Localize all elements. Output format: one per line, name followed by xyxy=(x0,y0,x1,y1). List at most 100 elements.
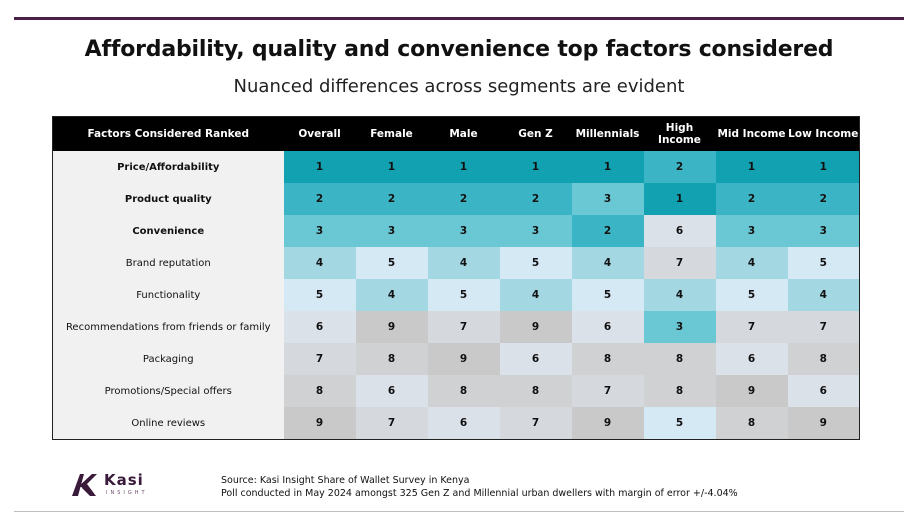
factor-label: Online reviews xyxy=(52,407,284,440)
rank-cell: 6 xyxy=(787,375,860,407)
page-title: Affordability, quality and convenience t… xyxy=(84,37,834,62)
factor-label: Product quality xyxy=(52,183,284,215)
rank-cell: 3 xyxy=(499,215,572,247)
rank-cell: 9 xyxy=(427,343,500,375)
rank-cell: 8 xyxy=(643,375,716,407)
table-header-row: Factors Considered Ranked Overall Female Ma… xyxy=(52,116,860,151)
rank-cell: 3 xyxy=(283,215,356,247)
factor-label: Functionality xyxy=(52,279,284,311)
rank-cell: 2 xyxy=(643,151,716,183)
rank-cell: 8 xyxy=(787,343,860,375)
table-row: Price/Affordability 1 1 1 1 1 2 1 1 xyxy=(52,151,860,183)
source-line-1: Source: Kasi Insight Share of Wallet Sur… xyxy=(221,475,470,486)
logo-name: Kasi xyxy=(104,471,144,489)
rank-cell: 5 xyxy=(283,279,356,311)
rank-cell: 6 xyxy=(355,375,428,407)
rank-cell: 6 xyxy=(643,215,716,247)
rank-cell: 3 xyxy=(787,215,860,247)
table-row: Functionality 5 4 5 4 5 4 5 4 xyxy=(52,279,860,311)
rank-cell: 4 xyxy=(427,247,500,279)
factor-label: Brand reputation xyxy=(52,247,284,279)
factor-label: Recommendations from friends or family xyxy=(52,311,284,343)
factor-label: Packaging xyxy=(52,343,284,375)
table-row: Product quality 2 2 2 2 3 1 2 2 xyxy=(52,183,860,215)
rank-cell: 5 xyxy=(715,279,788,311)
rank-cell: 4 xyxy=(571,247,644,279)
rank-cell: 6 xyxy=(715,343,788,375)
header-segment: Male xyxy=(427,116,500,151)
rank-cell: 7 xyxy=(283,343,356,375)
header-segment: Mid Income xyxy=(715,116,788,151)
rank-cell: 4 xyxy=(643,279,716,311)
rank-cell: 8 xyxy=(283,375,356,407)
source-note: Source: Kasi Insight Share of Wallet Sur… xyxy=(221,474,738,500)
rank-cell: 2 xyxy=(427,183,500,215)
bottom-divider xyxy=(14,511,904,512)
rank-cell: 6 xyxy=(499,343,572,375)
rank-cell: 9 xyxy=(355,311,428,343)
rank-cell: 2 xyxy=(787,183,860,215)
rank-cell: 1 xyxy=(499,151,572,183)
rank-cell: 7 xyxy=(715,311,788,343)
rank-cell: 8 xyxy=(643,343,716,375)
rank-cell: 8 xyxy=(355,343,428,375)
rank-cell: 4 xyxy=(787,279,860,311)
rank-cell: 3 xyxy=(427,215,500,247)
table-row: Promotions/Special offers 8 6 8 8 7 8 9 6 xyxy=(52,375,860,407)
rank-cell: 7 xyxy=(643,247,716,279)
header-segment: Gen Z xyxy=(499,116,572,151)
factor-label: Price/Affordability xyxy=(52,151,284,183)
table-row: Online reviews 9 7 6 7 9 5 8 9 xyxy=(52,407,860,440)
rank-cell: 5 xyxy=(643,407,716,440)
rank-cell: 8 xyxy=(427,375,500,407)
rank-cell: 4 xyxy=(499,279,572,311)
rank-cell: 4 xyxy=(355,279,428,311)
rank-cell: 9 xyxy=(571,407,644,440)
rank-cell: 5 xyxy=(499,247,572,279)
rank-cell: 2 xyxy=(499,183,572,215)
logo-tagline: INSIGHT xyxy=(106,490,148,496)
rank-cell: 4 xyxy=(283,247,356,279)
rank-cell: 3 xyxy=(715,215,788,247)
header-segment: Overall xyxy=(283,116,356,151)
rank-cell: 2 xyxy=(355,183,428,215)
rank-cell: 8 xyxy=(571,343,644,375)
header-segment: Millennials xyxy=(571,116,644,151)
header-segment: High Income xyxy=(643,116,716,151)
rank-cell: 1 xyxy=(787,151,860,183)
table-row: Packaging 7 8 9 6 8 8 6 8 xyxy=(52,343,860,375)
rank-cell: 3 xyxy=(355,215,428,247)
header-segment: Low Income xyxy=(787,116,860,151)
rank-cell: 8 xyxy=(715,407,788,440)
header-factor: Factors Considered Ranked xyxy=(52,116,284,151)
source-line-2: Poll conducted in May 2024 amongst 325 G… xyxy=(221,488,738,499)
rank-cell: 1 xyxy=(283,151,356,183)
rank-cell: 5 xyxy=(787,247,860,279)
factor-label: Promotions/Special offers xyxy=(52,375,284,407)
kasi-logo-icon xyxy=(72,474,97,496)
rank-cell: 9 xyxy=(499,311,572,343)
header-segment: Female xyxy=(355,116,428,151)
rank-cell: 6 xyxy=(427,407,500,440)
rank-cell: 7 xyxy=(571,375,644,407)
rank-cell: 6 xyxy=(571,311,644,343)
rank-cell: 1 xyxy=(427,151,500,183)
rank-cell: 9 xyxy=(715,375,788,407)
rank-cell: 7 xyxy=(499,407,572,440)
rank-cell: 9 xyxy=(787,407,860,440)
table-row: Recommendations from friends or family 6 9… xyxy=(52,311,860,343)
top-divider xyxy=(14,17,904,20)
rank-cell: 7 xyxy=(427,311,500,343)
rank-cell: 5 xyxy=(571,279,644,311)
rank-cell: 2 xyxy=(571,215,644,247)
rank-cell: 1 xyxy=(355,151,428,183)
rank-cell: 1 xyxy=(643,183,716,215)
rank-cell: 1 xyxy=(571,151,644,183)
page-subtitle: Nuanced differences across segments are … xyxy=(233,76,685,97)
rank-cell: 2 xyxy=(283,183,356,215)
ranking-table: Factors Considered Ranked Overall Female Ma… xyxy=(52,116,860,440)
rank-cell: 1 xyxy=(715,151,788,183)
rank-cell: 5 xyxy=(427,279,500,311)
table-row: Convenience 3 3 3 3 2 6 3 3 xyxy=(52,215,860,247)
rank-cell: 8 xyxy=(499,375,572,407)
